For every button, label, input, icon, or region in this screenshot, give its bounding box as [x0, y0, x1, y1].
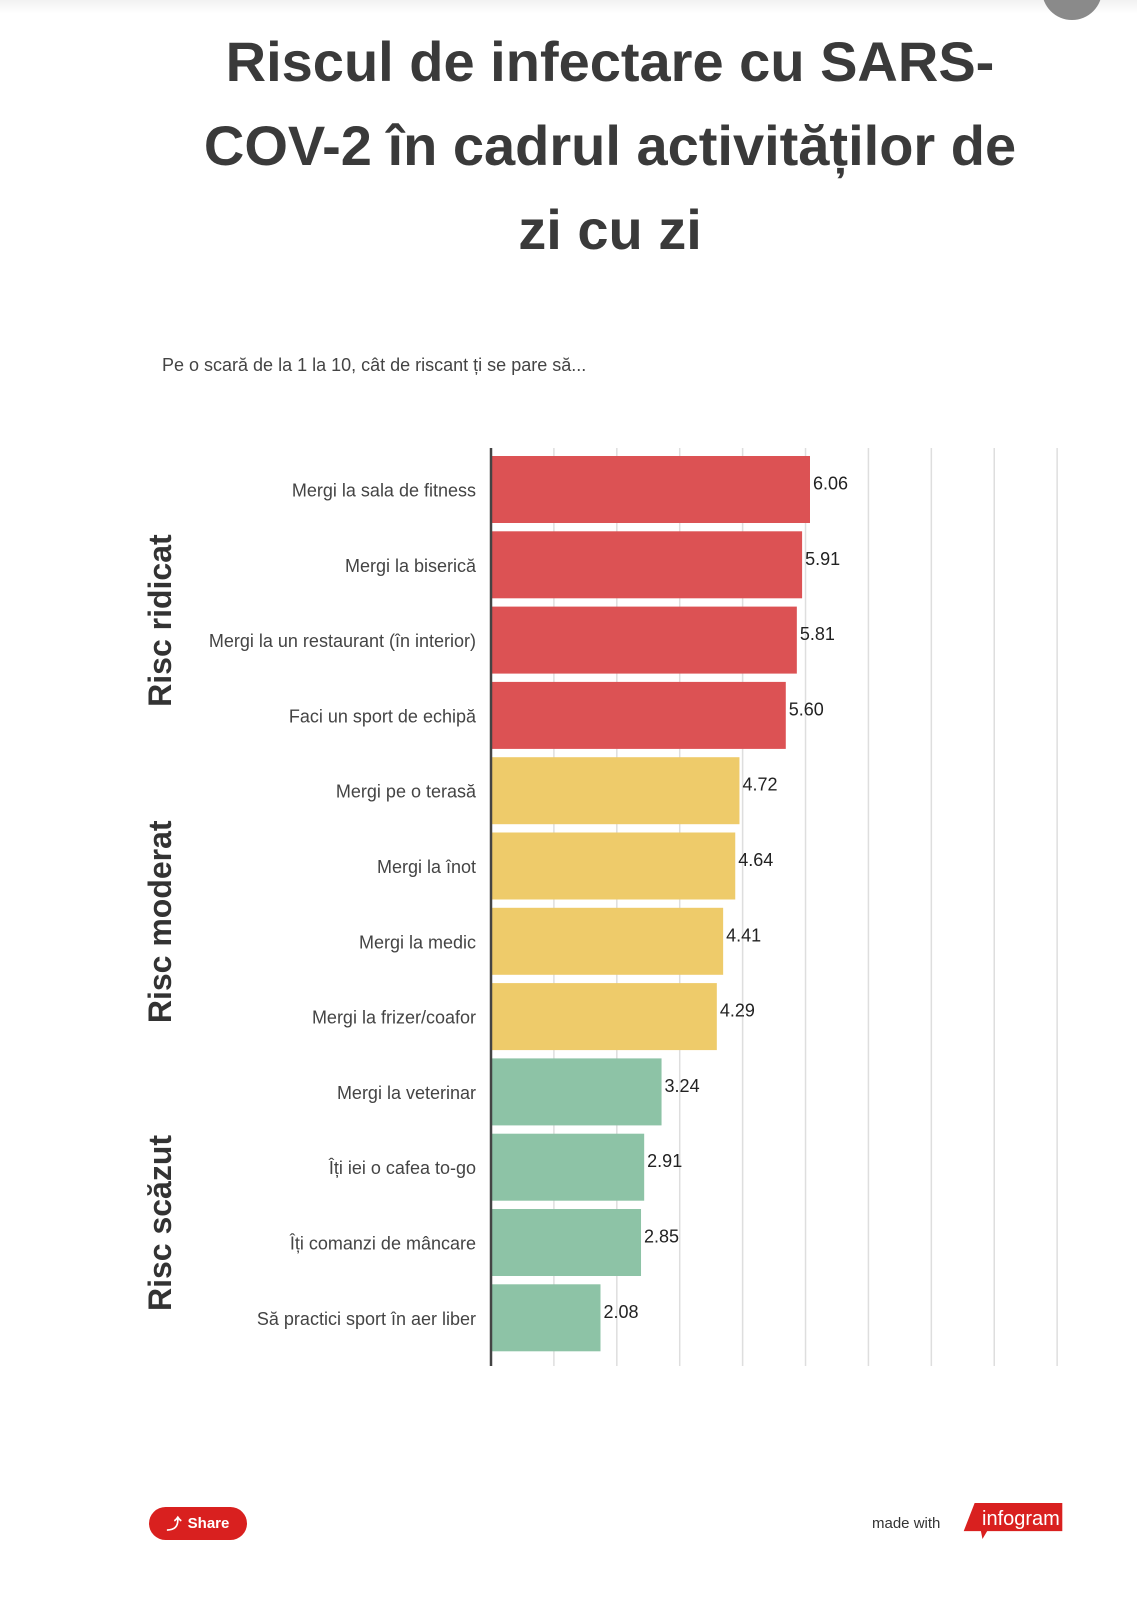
bar[interactable]	[491, 1284, 601, 1352]
value-label: 3.24	[665, 1076, 700, 1096]
category-label: Faci un sport de echipă	[289, 706, 477, 726]
value-label: 4.29	[720, 1001, 755, 1021]
chart-subtitle: Pe o scară de la 1 la 10, cât de riscant…	[162, 355, 587, 375]
bar[interactable]	[491, 1209, 642, 1276]
top-bar	[0, 0, 1137, 14]
value-label: 2.08	[603, 1302, 638, 1322]
value-label: 2.91	[647, 1151, 682, 1171]
group-label: Risc moderat	[142, 820, 178, 1023]
bar[interactable]	[491, 1058, 662, 1126]
category-label: Mergi la sala de fitness	[292, 481, 476, 501]
category-label: Îți iei o cafea to-go	[328, 1158, 476, 1178]
value-label: 2.85	[644, 1227, 679, 1247]
infogram-logo[interactable]	[950, 1503, 1076, 1539]
bar-chart: Mergi la sala de fitness 6.06 Mergi la bis…	[142, 448, 1058, 1366]
share-label: Share	[187, 1515, 230, 1532]
category-label: Mergi la medic	[359, 932, 476, 952]
value-label: 5.91	[805, 549, 840, 569]
bar[interactable]	[491, 983, 717, 1051]
group-label: Risc ridicat	[142, 534, 178, 707]
value-label: 4.64	[738, 850, 773, 870]
category-label: Să practici sport în aer liber	[257, 1309, 476, 1329]
bar[interactable]	[491, 907, 724, 975]
category-label: Mergi la frizer/coafor	[312, 1008, 476, 1028]
value-label: 4.41	[726, 925, 761, 945]
bar[interactable]	[491, 531, 803, 599]
infogram-brand: infogram	[982, 1508, 1060, 1530]
category-label: Mergi pe o terasă	[336, 782, 477, 802]
bar[interactable]	[491, 681, 786, 749]
chart-title: Riscul de infectare cu SARS-COV-2 în cad…	[203, 30, 1017, 261]
made-with-text: made with	[872, 1515, 941, 1532]
share-icon: ⤴	[166, 1516, 182, 1533]
bar[interactable]	[491, 606, 797, 674]
value-label: 6.06	[813, 474, 848, 494]
value-label: 5.81	[800, 624, 835, 644]
category-label: Mergi la înot	[377, 857, 476, 877]
bar[interactable]	[491, 757, 740, 825]
value-label: 4.72	[742, 775, 777, 795]
bar[interactable]	[491, 832, 736, 900]
category-label: Mergi la un restaurant (în interior)	[209, 631, 476, 651]
bar[interactable]	[491, 456, 810, 523]
value-label: 5.60	[789, 699, 824, 719]
bar[interactable]	[491, 1133, 645, 1201]
category-label: Mergi la veterinar	[337, 1083, 476, 1103]
group-label: Risc scăzut	[142, 1135, 178, 1311]
share-button[interactable]: ⤴ Share	[149, 1507, 247, 1540]
category-label: Mergi la biserică	[345, 556, 477, 576]
category-label: Îți comanzi de mâncare	[289, 1234, 476, 1254]
corner-button[interactable]	[1042, 0, 1102, 20]
